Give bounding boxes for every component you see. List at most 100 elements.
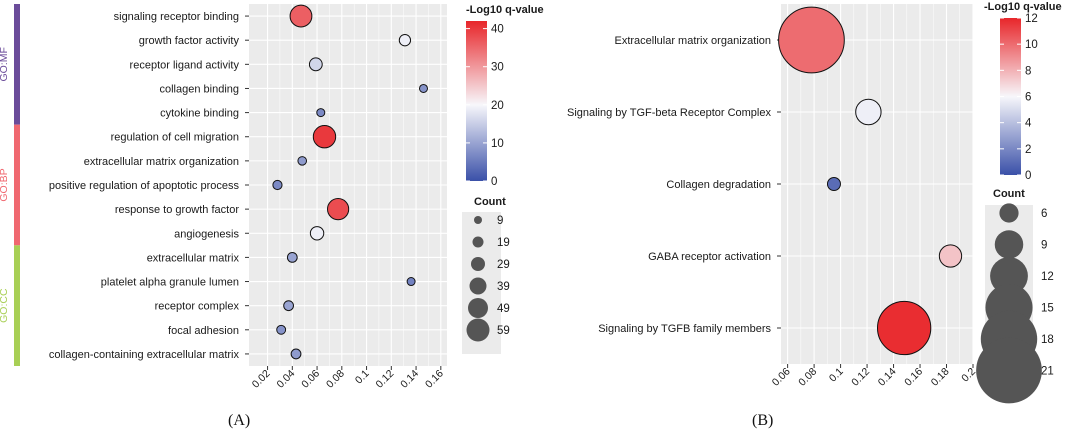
data-point [272, 179, 283, 191]
size-legend-circle [466, 318, 490, 342]
panel-a-points [272, 4, 428, 360]
size-legend-label: 18 [1041, 334, 1054, 346]
category-label: platelet alpha granule lumen [101, 277, 239, 289]
panel-a-size-legend-title: Count [474, 196, 506, 208]
x-tick-label: 0.06 [299, 368, 322, 391]
category-label: Signaling by TGF-beta Receptor Complex [567, 107, 772, 119]
panel-a-group-bars: GO:MF GO:BP GO:CC [0, 4, 20, 366]
data-point [418, 83, 428, 93]
data-point [316, 108, 326, 118]
x-tick-label: 0.08 [796, 366, 819, 389]
size-legend-label: 9 [497, 215, 503, 227]
x-tick-label: 0.12 [373, 368, 396, 391]
colorbar-tick-label: 0 [491, 176, 497, 188]
group-bar [14, 245, 20, 366]
panel-a-size-legend-items: 9 19 29 39 49 59 [466, 215, 510, 342]
group-label: GO:BP [0, 168, 10, 201]
category-label: collagen binding [159, 83, 239, 95]
category-label: positive regulation of apoptotic process [49, 180, 240, 192]
size-legend-label: 39 [497, 281, 510, 293]
data-point [283, 300, 295, 312]
panel-b-size-legend-items: 6 9 12 15 18 21 [976, 203, 1054, 404]
category-label: GABA receptor activation [648, 251, 771, 263]
x-tick-label: 0.16 [423, 368, 446, 391]
panel-b: Extracellular matrix organization Signali… [567, 1, 1062, 429]
category-label: collagen-containing extracellular matrix [49, 349, 240, 361]
colorbar-tick-label: 6 [1025, 92, 1031, 104]
data-point [855, 98, 882, 126]
category-label: Extracellular matrix organization [614, 35, 771, 47]
size-legend-circle [474, 216, 482, 224]
x-tick-label: 0.02 [250, 368, 273, 391]
panel-b-colorbar-ticks: 0 2 4 6 8 10 12 [1000, 13, 1038, 182]
colorbar-tick-label: 0 [1025, 170, 1031, 182]
x-tick-label: 0.08 [324, 368, 347, 391]
category-label: Signaling by TGFB family members [598, 323, 771, 335]
panel-b-color-legend: -Log10 q-value 0 2 4 6 8 10 12 [984, 1, 1062, 182]
category-label: receptor complex [155, 301, 240, 313]
size-legend-label: 6 [1041, 208, 1047, 220]
data-point [876, 300, 932, 356]
category-label: response to growth factor [115, 204, 239, 216]
size-legend-circle [472, 236, 484, 248]
data-point [290, 348, 302, 360]
panel-a-category-labels: signaling receptor binding growth factor … [49, 11, 249, 361]
data-point [826, 177, 841, 191]
category-label: cytokine binding [160, 108, 239, 120]
size-legend-label: 21 [1041, 366, 1054, 378]
x-tick-label: 0.12 [849, 366, 872, 389]
panel-b-colorbar [1000, 18, 1021, 175]
x-tick-label: 0.14 [876, 366, 899, 389]
category-label: extracellular matrix organization [84, 156, 239, 168]
category-label: focal adhesion [168, 325, 239, 337]
size-legend-circle [471, 257, 485, 271]
group-label: GO:MF [0, 47, 10, 81]
panel-a-colorbar [466, 21, 487, 181]
panel-a-color-legend-title: -Log10 q-value [466, 4, 544, 16]
size-legend-label: 59 [497, 325, 510, 337]
x-tick-label: 0.04 [274, 368, 297, 391]
panel-b-size-legend-title: Count [993, 188, 1025, 200]
data-point [297, 156, 308, 166]
category-label: receptor ligand activity [130, 59, 240, 71]
colorbar-tick-label: 40 [491, 24, 504, 36]
colorbar-tick-label: 20 [491, 100, 504, 112]
category-label: Collagen degradation [666, 179, 771, 191]
x-tick-label: 0.06 [770, 366, 793, 389]
colorbar-tick-label: 4 [1025, 118, 1032, 130]
data-point [276, 324, 287, 335]
size-legend-label: 29 [497, 259, 510, 271]
size-legend-circle [468, 298, 488, 318]
size-legend-circle [990, 257, 1028, 295]
data-point [327, 198, 350, 221]
panel-a-color-legend: -Log10 q-value 0 10 20 30 40 [466, 4, 544, 188]
data-point [309, 226, 325, 241]
data-point [308, 57, 323, 72]
size-legend-circle [999, 203, 1019, 223]
panel-b-color-legend-title: -Log10 q-value [984, 1, 1062, 13]
data-point [406, 277, 416, 287]
panel-b-points [778, 6, 963, 356]
colorbar-tick-label: 10 [491, 138, 504, 150]
category-label: growth factor activity [139, 35, 240, 47]
panel-a-x-ticks: 0.02 0.04 0.06 0.08 0.1 0.12 0.14 0.16 [250, 366, 446, 391]
size-legend-circle [976, 337, 1042, 404]
data-point [398, 34, 412, 47]
panel-b-x-ticks: 0.06 0.08 0.1 0.12 0.14 0.16 0.18 0.2 [770, 364, 978, 389]
colorbar-tick-label: 10 [1025, 39, 1038, 51]
panel-a-colorbar-ticks: 0 10 20 30 40 [466, 24, 504, 188]
size-legend-label: 49 [497, 303, 510, 315]
category-label: angiogenesis [174, 228, 239, 240]
data-point [289, 4, 313, 28]
category-label: regulation of cell migration [111, 132, 239, 144]
x-tick-label: 0.14 [398, 368, 421, 391]
data-point [286, 252, 298, 263]
x-tick-label: 0.2 [959, 366, 978, 385]
colorbar-tick-label: 2 [1025, 144, 1031, 156]
panel-a: GO:MF GO:BP GO:CC signaling receptor bindi… [0, 4, 544, 429]
size-legend-circle [469, 277, 487, 295]
category-label: signaling receptor binding [114, 11, 239, 23]
panel-a-size-legend: Count 9 19 29 39 49 59 [462, 196, 510, 354]
x-tick-label: 0.16 [902, 366, 925, 389]
size-legend-label: 15 [1041, 303, 1054, 315]
